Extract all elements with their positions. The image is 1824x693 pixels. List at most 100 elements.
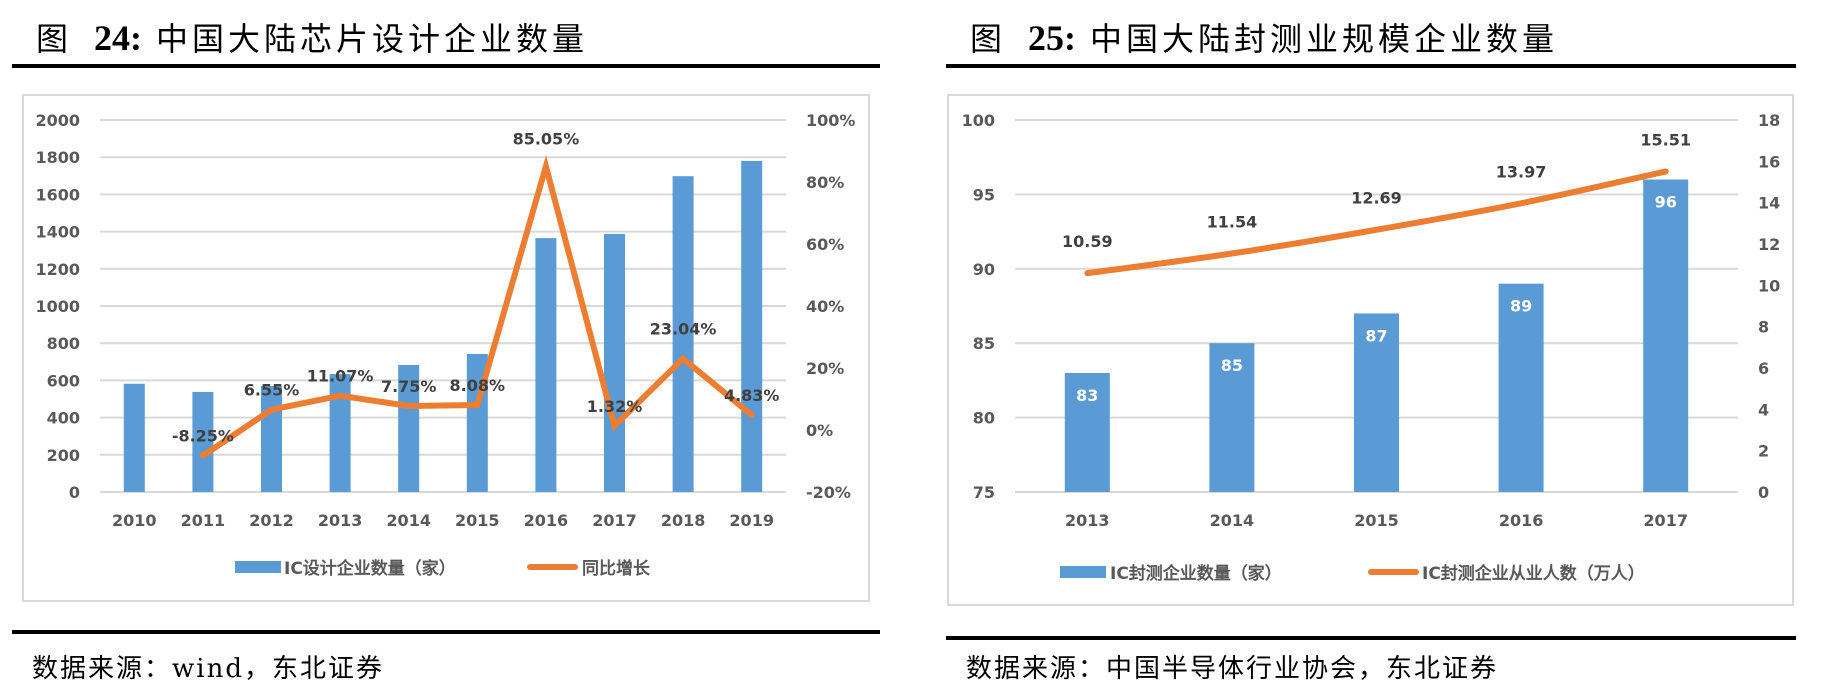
x-axis-tick-label: 2018 (661, 511, 706, 530)
right-axis-tick-label: 60% (806, 235, 844, 254)
right-axis-tick-label: 8 (1758, 318, 1769, 337)
left-axis-tick-label: 100 (962, 111, 995, 130)
bar (604, 234, 625, 492)
figure-25-source: 数据来源：中国半导体行业协会，东北证券 (966, 654, 1499, 684)
chart-25: 75 80 85 90 95 100 0 2 4 6 8 10 12 14 16 18 2013 2014 2015… (962, 111, 1781, 584)
left-axis-tick-label: 800 (47, 334, 80, 353)
line-data-label: 11.54 (1207, 213, 1258, 232)
legend-line-label: 同比增长 (582, 558, 651, 579)
bar-data-label: 89 (1510, 297, 1532, 316)
right-axis-tick-label: 16 (1758, 152, 1780, 171)
bar-data-label: 87 (1365, 326, 1387, 345)
line-series (199, 155, 755, 459)
title-rule (12, 64, 880, 68)
line-data-label: 10.59 (1062, 232, 1113, 251)
figure-number: 24: (94, 18, 143, 58)
right-axis-tick-label: 12 (1758, 235, 1780, 254)
left-axis-tick-label: 90 (973, 260, 995, 279)
legend-line-label: IC封测企业从业人数（万人） (1422, 563, 1645, 584)
left-axis-tick-label: 1800 (35, 148, 80, 167)
x-axis-tick-label: 2014 (386, 511, 431, 530)
figure-24-source: 数据来源：wind，东北证券 (32, 654, 384, 684)
left-axis-tick-label: 85 (973, 334, 995, 353)
line-data-label: 13.97 (1496, 162, 1547, 181)
x-axis-tick-label: 2015 (1354, 511, 1399, 530)
legend-bar-swatch (1060, 566, 1106, 578)
line-data-label: 15.51 (1640, 130, 1691, 149)
right-axis-tick-label: 14 (1758, 194, 1780, 213)
bar-data-label: 83 (1076, 386, 1098, 405)
right-axis-tick-label: 80% (806, 173, 844, 192)
bar (1643, 179, 1689, 492)
line-data-label: 85.05% (513, 129, 580, 148)
bar (329, 374, 351, 492)
line-data-label: 8.08% (450, 376, 506, 395)
title-rule (946, 64, 1796, 68)
right-axis-tick-label: 6 (1758, 359, 1769, 378)
right-axis-tick-label: -20% (806, 483, 851, 502)
x-axis-tick-label: 2010 (112, 511, 157, 530)
bar (192, 391, 214, 492)
left-axis-tick-label: 1400 (35, 223, 80, 242)
figure-prefix: 图 (970, 20, 1007, 58)
left-axis-tick-label: 1000 (35, 297, 80, 316)
x-axis-tick-label: 2017 (1643, 511, 1688, 530)
left-axis-tick-label: 80 (973, 409, 995, 428)
x-axis-tick-label: 2012 (249, 511, 294, 530)
figure-24-title: 图 24: 中国大陆芯片设计企业数量 (36, 14, 588, 60)
x-axis-tick-label: 2015 (455, 511, 500, 530)
left-axis-tick-label: 2000 (35, 111, 80, 130)
line-data-label: -8.25% (172, 427, 234, 446)
bar (1354, 313, 1399, 492)
x-axis-tick-label: 2017 (592, 511, 637, 530)
chart-24-frame (22, 94, 870, 602)
x-axis-tick-label: 2016 (524, 511, 569, 530)
figure-title-text: 中国大陆封测业规模企业数量 (1090, 20, 1559, 58)
figure-25-title: 图 25: 中国大陆封测业规模企业数量 (970, 14, 1558, 60)
legend-bar-swatch (235, 561, 281, 573)
right-axis-tick-label: 10 (1758, 276, 1780, 295)
legend-bar-label: IC封测企业数量（家） (1110, 563, 1282, 584)
left-axis-tick-label: 75 (973, 483, 995, 502)
right-axis-tick-label: 2 (1758, 442, 1769, 461)
left-axis-tick-label: 1600 (35, 185, 80, 204)
left-axis-tick-label: 200 (47, 446, 80, 465)
left-axis-tick-label: 1200 (35, 260, 80, 279)
line-data-label: 6.55% (244, 381, 300, 400)
source-rule (12, 630, 880, 634)
left-axis-tick-label: 0 (69, 483, 80, 502)
figure-number: 25: (1028, 18, 1077, 58)
bar (1064, 372, 1110, 492)
line-data-label: 23.04% (650, 320, 717, 339)
line-data-label: 4.83% (724, 386, 780, 405)
line-data-label: 7.75% (381, 377, 437, 396)
x-axis-tick-label: 2013 (1065, 511, 1110, 530)
right-axis-tick-label: 100% (806, 111, 855, 130)
right-axis-tick-label: 20% (806, 359, 844, 378)
line-data-label: 1.32% (587, 397, 643, 416)
right-axis-tick-label: 0 (1758, 483, 1769, 502)
bar (535, 238, 557, 492)
line-data-label: 12.69 (1351, 189, 1402, 208)
legend-bar-label: IC设计企业数量（家） (284, 558, 456, 579)
source-rule (946, 636, 1796, 640)
x-axis-tick-label: 2013 (318, 511, 363, 530)
bar (1498, 283, 1544, 492)
right-axis-tick-label: 40% (806, 297, 844, 316)
left-axis-tick-label: 400 (47, 409, 80, 428)
line-series (1084, 168, 1669, 277)
line-data-label: 11.07% (307, 367, 374, 386)
figure-title-text: 中国大陆芯片设计企业数量 (156, 20, 589, 58)
bar (1209, 343, 1255, 492)
chart-24: 0 200 400 600 800 1000 1200 1400 1600 1800 2000 -20… (35, 111, 855, 579)
x-axis-tick-label: 2011 (181, 511, 226, 530)
left-axis-tick-label: 600 (47, 371, 80, 390)
right-axis-tick-label: 0% (806, 421, 833, 440)
bar-data-label: 85 (1221, 356, 1243, 375)
bar (398, 364, 420, 492)
right-axis-tick-label: 18 (1758, 111, 1780, 130)
bar-data-label: 96 (1655, 193, 1677, 212)
bar (672, 176, 694, 492)
right-axis-tick-label: 4 (1758, 400, 1769, 419)
x-axis-tick-label: 2016 (1499, 511, 1544, 530)
